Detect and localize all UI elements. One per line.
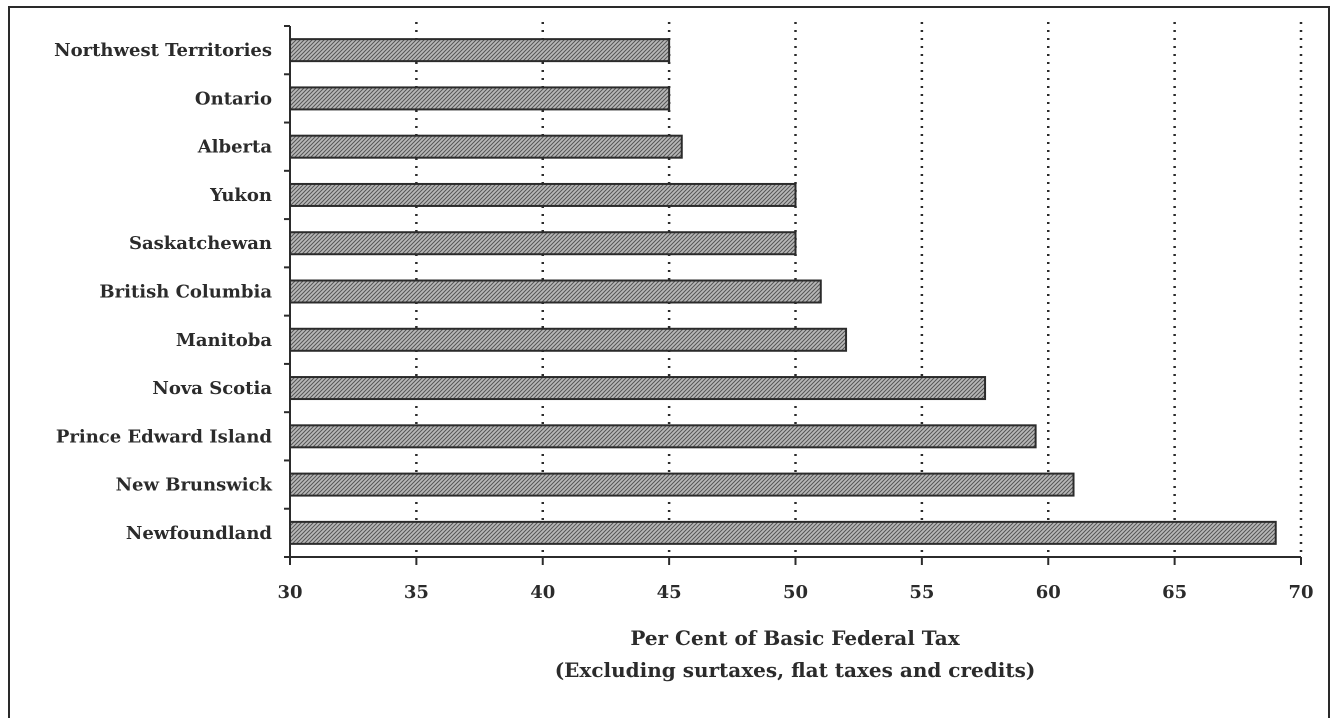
category-label: Prince Edward Island: [56, 426, 273, 447]
x-tick-label: 70: [1288, 582, 1313, 603]
bar-ontario: [289, 86, 671, 111]
bar-yukon: [289, 182, 797, 207]
bar-british-columbia: [289, 279, 822, 304]
bar-saskatchewan: [289, 231, 797, 256]
axes: [289, 26, 1301, 558]
bar-new-brunswick: [289, 472, 1075, 497]
bar-alberta: [289, 134, 683, 159]
x-tick-label: 65: [1162, 582, 1187, 603]
category-label: Manitoba: [176, 330, 272, 351]
category-label: Saskatchewan: [129, 233, 272, 254]
x-tick-labels: 30 35 40 45 50 55 60 65 70: [277, 582, 1313, 603]
category-label: Newfoundland: [126, 523, 272, 544]
x-tick-label: 60: [1036, 582, 1061, 603]
bars-group: [289, 38, 1277, 545]
x-tick-label: 50: [783, 582, 808, 603]
x-tick-label: 45: [657, 582, 682, 603]
x-tick-label: 40: [530, 582, 555, 603]
x-tick-label: 55: [909, 582, 934, 603]
category-label: New Brunswick: [116, 475, 273, 496]
x-axis-title: Per Cent of Basic Federal Tax: [630, 626, 960, 650]
category-label: Nova Scotia: [152, 378, 272, 399]
category-label: Northwest Territories: [54, 40, 272, 61]
x-axis-subtitle: (Excluding surtaxes, flat taxes and cred…: [555, 658, 1036, 682]
bar-newfoundland: [289, 520, 1277, 545]
bar-manitoba: [289, 327, 848, 352]
category-label: Alberta: [197, 137, 273, 158]
x-tick-label: 35: [404, 582, 429, 603]
bar-nova-scotia: [289, 376, 987, 401]
category-label: Yukon: [209, 185, 272, 206]
category-label: Ontario: [195, 88, 272, 109]
category-label: British Columbia: [99, 282, 272, 303]
bar-prince-edward-island: [289, 424, 1037, 449]
category-labels: Northwest Territories Ontario Alberta Yukon…: [54, 40, 272, 544]
bar-northwest-territories: [289, 38, 671, 63]
chart-frame: [8, 6, 1330, 718]
x-tick-label: 30: [277, 582, 302, 603]
grid-lines: [284, 22, 1303, 565]
